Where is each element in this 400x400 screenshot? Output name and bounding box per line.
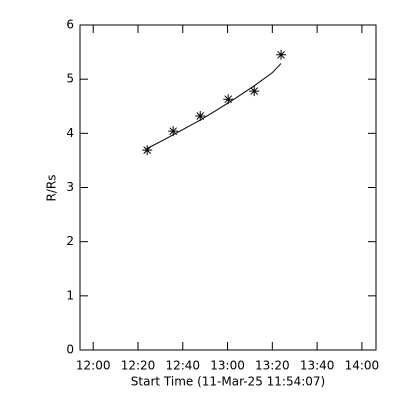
data-point (249, 86, 260, 97)
x-axis-label: Start Time (11-Mar-25 11:54:07) (131, 375, 325, 389)
y-tick-label: 1 (66, 288, 74, 302)
data-point (168, 126, 179, 137)
x-tick-label: 13:20 (255, 359, 290, 373)
y-tick-label: 5 (66, 72, 74, 86)
data-point (195, 111, 206, 121)
y-tick-label: 0 (66, 343, 74, 357)
y-tick-label: 3 (66, 180, 74, 194)
data-point (142, 145, 153, 156)
x-tick-label: 14:00 (345, 359, 380, 373)
x-tick-label: 12:00 (76, 359, 111, 373)
y-tick-label: 2 (66, 234, 74, 248)
data-point (223, 94, 234, 105)
x-tick-label: 12:20 (121, 359, 156, 373)
y-tick-label: 4 (66, 126, 74, 140)
plot-frame (79, 24, 377, 351)
x-tick-label: 13:00 (210, 359, 245, 373)
x-tick-label: 12:40 (165, 359, 200, 373)
y-tick-label: 6 (66, 18, 74, 32)
x-tick-label: 13:40 (300, 359, 335, 373)
y-axis-label: R/Rs (45, 175, 59, 202)
data-point (276, 49, 287, 60)
fit-line (146, 63, 282, 149)
